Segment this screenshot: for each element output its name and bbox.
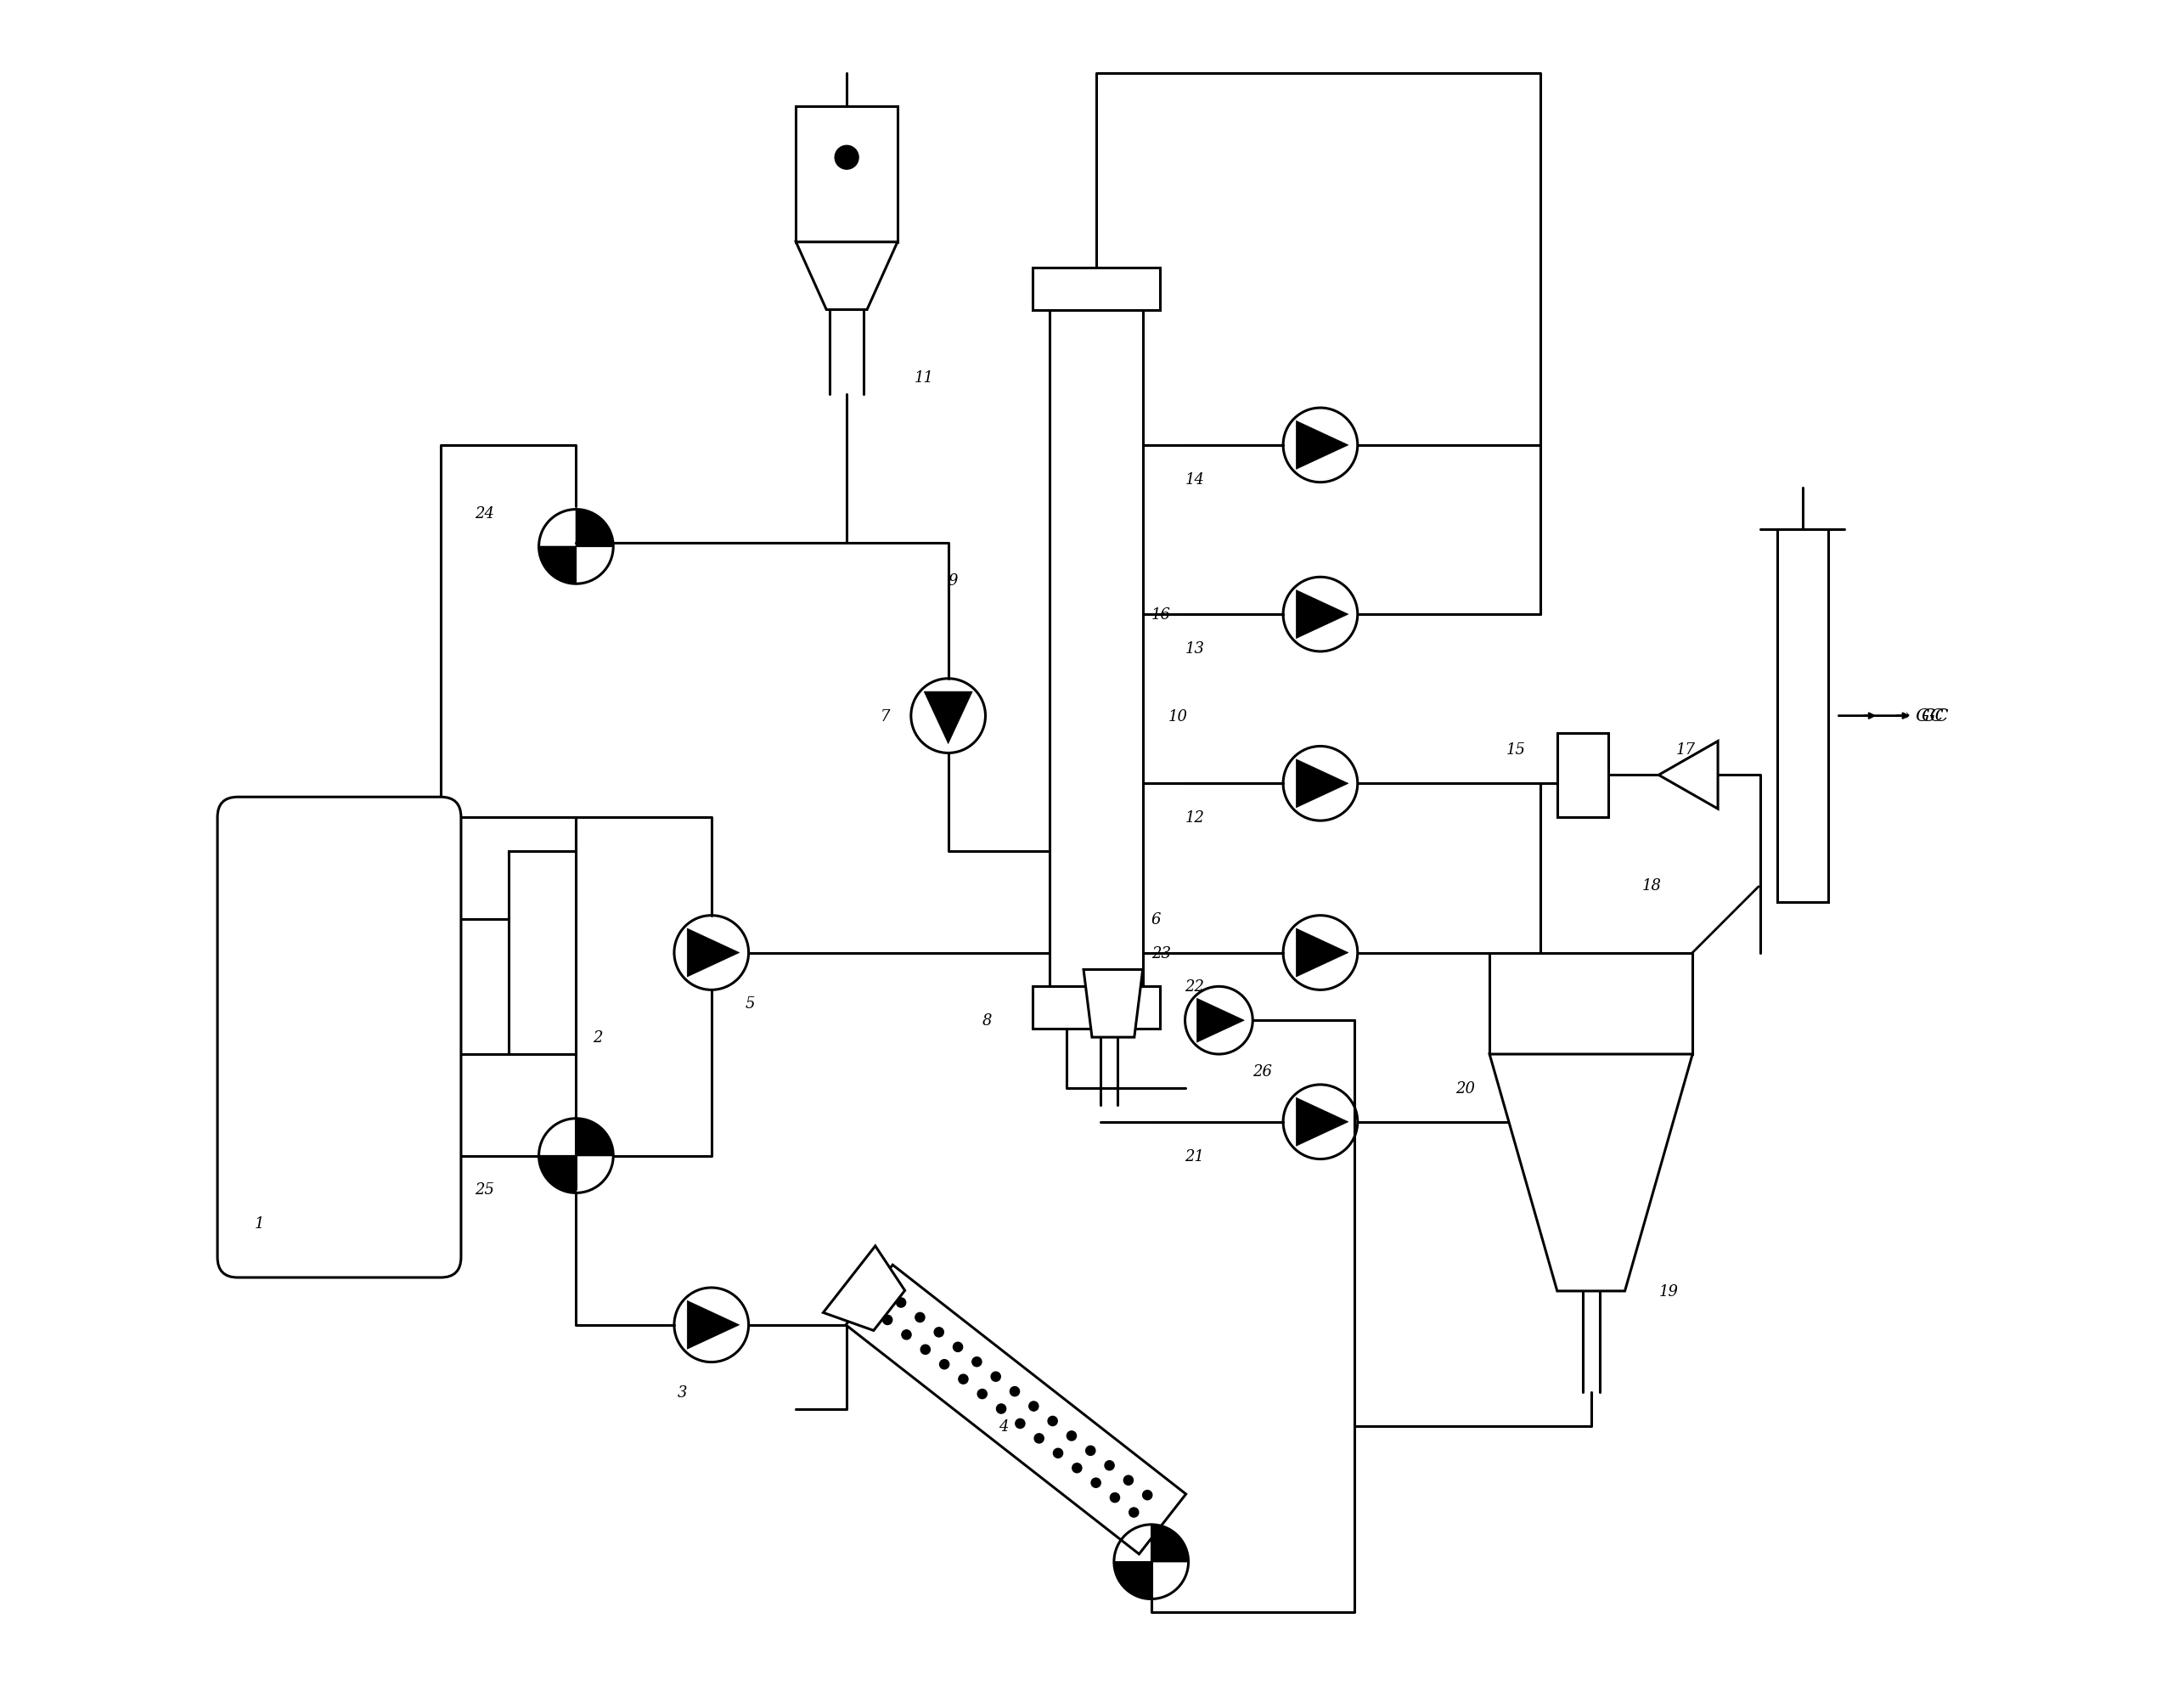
- Polygon shape: [1083, 971, 1142, 1037]
- Polygon shape: [1295, 760, 1348, 807]
- Polygon shape: [1295, 1098, 1348, 1146]
- Polygon shape: [577, 509, 614, 547]
- Text: 24: 24: [474, 506, 494, 521]
- Circle shape: [1085, 1446, 1094, 1456]
- Text: 26: 26: [1254, 1064, 1273, 1080]
- Text: 23: 23: [1151, 945, 1171, 960]
- Text: 6: 6: [1151, 911, 1162, 926]
- Text: 17: 17: [1675, 743, 1695, 758]
- Circle shape: [1072, 1463, 1081, 1473]
- Circle shape: [915, 1313, 924, 1322]
- Bar: [1051, 310, 1142, 986]
- Text: 20: 20: [1457, 1081, 1474, 1097]
- Bar: [509, 852, 577, 1054]
- Bar: [845, 1265, 1186, 1555]
- Circle shape: [902, 1330, 911, 1340]
- Circle shape: [1009, 1386, 1020, 1396]
- Text: 2: 2: [594, 1030, 603, 1046]
- Bar: [1557, 732, 1607, 817]
- Text: 10: 10: [1168, 708, 1188, 724]
- Circle shape: [1105, 1461, 1114, 1470]
- Text: 19: 19: [1658, 1284, 1677, 1299]
- Polygon shape: [823, 1247, 904, 1330]
- Circle shape: [996, 1405, 1007, 1413]
- Circle shape: [935, 1328, 943, 1337]
- Text: 8: 8: [983, 1013, 992, 1029]
- Polygon shape: [577, 1119, 614, 1156]
- Circle shape: [972, 1357, 981, 1368]
- Circle shape: [1016, 1419, 1024, 1429]
- Text: 7: 7: [880, 708, 891, 724]
- FancyBboxPatch shape: [218, 797, 461, 1277]
- Circle shape: [992, 1373, 1000, 1381]
- Bar: [1033, 986, 1160, 1029]
- Bar: [1489, 954, 1693, 1054]
- Text: 9: 9: [948, 574, 959, 589]
- Polygon shape: [539, 1156, 577, 1194]
- Bar: [1778, 530, 1828, 903]
- Text: 1: 1: [256, 1216, 264, 1231]
- Circle shape: [895, 1298, 906, 1308]
- Polygon shape: [795, 242, 898, 310]
- Text: 15: 15: [1507, 743, 1527, 758]
- Polygon shape: [1658, 741, 1719, 809]
- Polygon shape: [1295, 591, 1348, 639]
- Polygon shape: [1295, 928, 1348, 978]
- Circle shape: [1029, 1402, 1037, 1412]
- Circle shape: [1129, 1507, 1138, 1517]
- Circle shape: [1109, 1494, 1120, 1502]
- Text: 22: 22: [1186, 979, 1206, 995]
- Circle shape: [978, 1390, 987, 1398]
- Text: 11: 11: [915, 370, 935, 385]
- Bar: [795, 107, 898, 242]
- Polygon shape: [1151, 1524, 1188, 1562]
- Polygon shape: [539, 547, 577, 584]
- Text: 16: 16: [1151, 606, 1171, 622]
- Text: 18: 18: [1642, 877, 1662, 892]
- Text: GC: GC: [1922, 708, 1948, 724]
- Text: → GC: → GC: [1896, 708, 1944, 724]
- Polygon shape: [688, 1301, 740, 1349]
- Circle shape: [882, 1315, 893, 1325]
- Circle shape: [922, 1345, 930, 1354]
- Polygon shape: [688, 928, 740, 978]
- Text: 4: 4: [998, 1419, 1009, 1434]
- Text: 12: 12: [1186, 811, 1206, 826]
- Circle shape: [1142, 1490, 1153, 1500]
- Polygon shape: [1489, 1054, 1693, 1291]
- Bar: [1033, 267, 1160, 310]
- Text: 25: 25: [474, 1182, 494, 1197]
- Polygon shape: [1295, 421, 1348, 470]
- Circle shape: [959, 1374, 968, 1385]
- Circle shape: [1092, 1478, 1101, 1488]
- Circle shape: [1066, 1431, 1077, 1441]
- Circle shape: [1053, 1449, 1064, 1458]
- Circle shape: [952, 1342, 963, 1352]
- Circle shape: [1035, 1434, 1044, 1442]
- Text: 3: 3: [677, 1385, 688, 1400]
- Polygon shape: [1197, 998, 1245, 1042]
- Circle shape: [939, 1359, 950, 1369]
- Circle shape: [1125, 1475, 1133, 1485]
- Circle shape: [1048, 1417, 1057, 1425]
- Text: 13: 13: [1186, 640, 1206, 656]
- Text: 14: 14: [1186, 472, 1206, 487]
- Circle shape: [834, 146, 858, 170]
- Polygon shape: [1114, 1562, 1151, 1599]
- Text: 21: 21: [1186, 1148, 1206, 1163]
- Polygon shape: [924, 691, 972, 744]
- Text: 5: 5: [745, 996, 756, 1012]
